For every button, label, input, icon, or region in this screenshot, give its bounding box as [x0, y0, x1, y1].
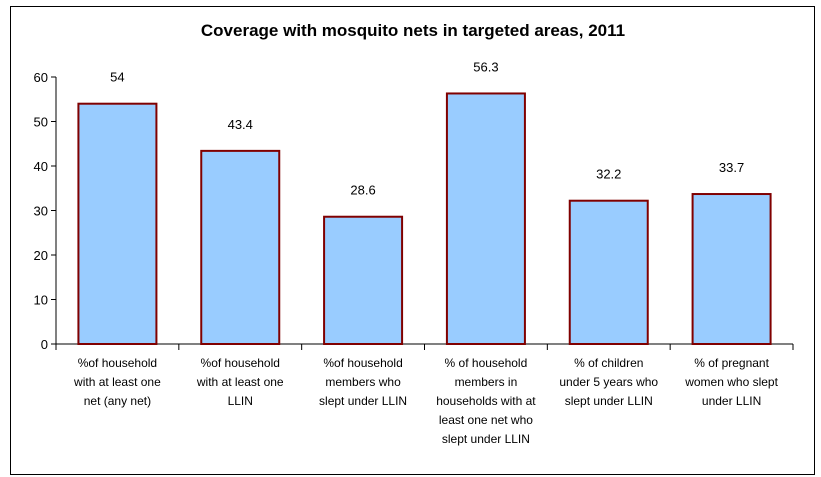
- x-tick-label: % of children under 5 years who slept unde…: [559, 356, 658, 408]
- y-tick-label: 50: [34, 115, 48, 130]
- y-tick-label: 0: [41, 337, 48, 352]
- x-tick-label: %of household with at least one LLIN: [196, 356, 284, 408]
- data-label: 54: [110, 70, 124, 85]
- y-tick-label: 60: [34, 70, 48, 85]
- data-label: 43.4: [228, 117, 253, 132]
- x-tick-label-line: members in: [455, 375, 518, 389]
- x-tick-label-line: % of household: [445, 356, 528, 370]
- y-tick-label: 40: [34, 159, 48, 174]
- x-tick-label-line: least one net who: [439, 413, 533, 427]
- y-tick-label: 20: [34, 248, 48, 263]
- plot-area: 0 10 20 30 40 50 60 54 %of household with at leas…: [34, 59, 794, 446]
- x-tick-label: % of pregnant women who slept under LLIN: [684, 356, 778, 408]
- y-tick-label: 30: [34, 204, 48, 219]
- bar-chart: Coverage with mosquito nets in targeted …: [34, 21, 794, 446]
- x-tick-label-line: %of household: [78, 356, 157, 370]
- x-tick-label-line: with at least one: [73, 375, 161, 389]
- x-tick-label: %of household with at least one net (any n…: [73, 356, 161, 408]
- bar: [200, 149, 281, 345]
- x-tick-label-line: % of children: [574, 356, 643, 370]
- bar: [445, 92, 526, 345]
- chart-frame: Coverage with mosquito nets in targeted …: [10, 6, 815, 475]
- x-tick-label-line: %of household: [201, 356, 280, 370]
- data-label: 28.6: [350, 183, 375, 198]
- x-tick-label-line: LLIN: [228, 394, 253, 408]
- x-tick-label-line: under LLIN: [702, 394, 761, 408]
- x-tick-label-line: households with at: [436, 394, 536, 408]
- bar: [77, 102, 158, 345]
- x-tick-label-line: %of household: [323, 356, 402, 370]
- x-tick-label-line: slept under LLIN: [565, 394, 653, 408]
- data-label: 56.3: [473, 59, 498, 74]
- bar: [691, 193, 772, 345]
- y-tick-label: 10: [34, 293, 48, 308]
- chart-title: Coverage with mosquito nets in targeted …: [201, 21, 625, 40]
- x-tick-label: % of household members in households with …: [436, 356, 536, 446]
- data-label: 32.2: [596, 167, 621, 182]
- bar: [568, 199, 649, 345]
- x-tick-label-line: members who: [325, 375, 401, 389]
- x-tick-label: %of household members who slept under LLIN: [319, 356, 407, 408]
- x-tick-label-line: women who slept: [684, 375, 778, 389]
- x-tick-label-line: slept under LLIN: [319, 394, 407, 408]
- x-tick-label-line: net (any net): [84, 394, 151, 408]
- x-tick-label-line: with at least one: [196, 375, 284, 389]
- bar: [323, 215, 404, 345]
- data-label: 33.7: [719, 160, 744, 175]
- x-tick-label-line: under 5 years who: [559, 375, 658, 389]
- x-tick-label-line: slept under LLIN: [442, 432, 530, 446]
- x-tick-label-line: % of pregnant: [694, 356, 769, 370]
